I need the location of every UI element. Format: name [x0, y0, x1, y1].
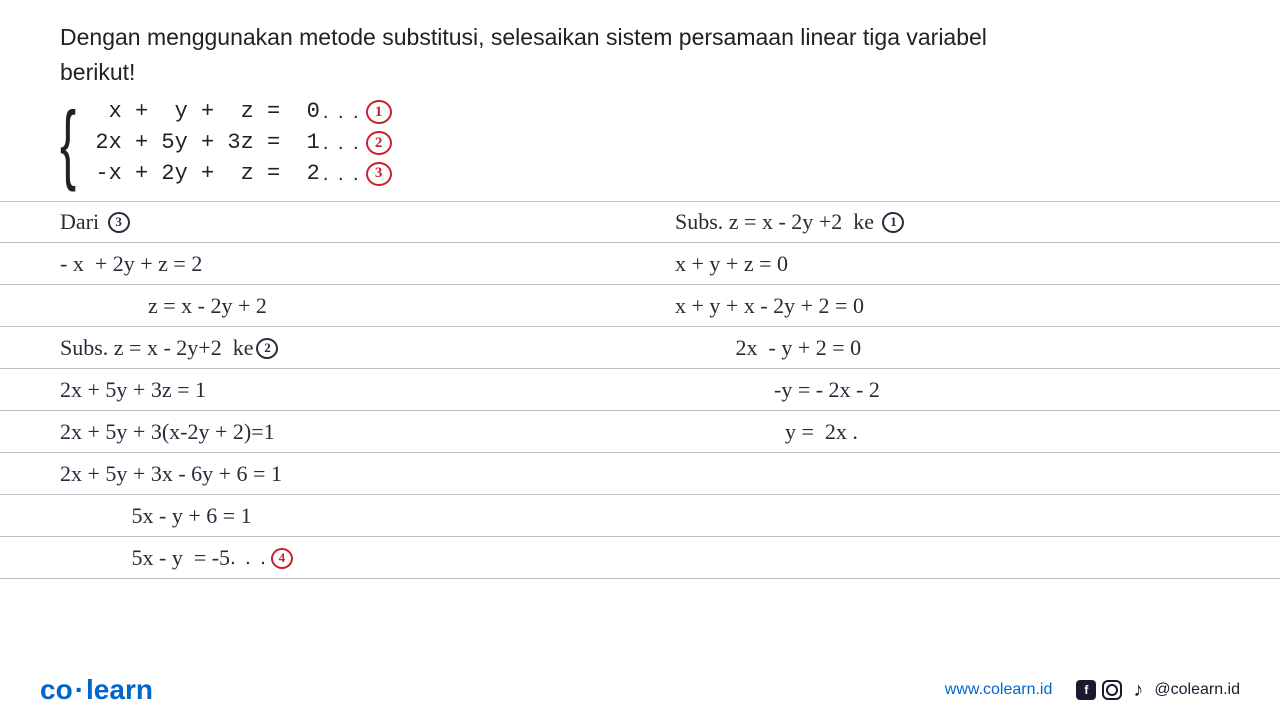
- work-line: 5x - y + 6 = 1: [60, 495, 625, 537]
- left-column: Dari 3 - x + 2y + z = 2 z = x - 2y + 2 S…: [60, 201, 625, 579]
- equation-list: x + y + z = 0 . . . 1 2x + 5y + 3z = 1 .…: [95, 97, 391, 189]
- brand-logo: co·learn: [40, 674, 153, 706]
- work-line: x + y + z = 0: [675, 243, 1240, 285]
- work-line: [675, 495, 1240, 537]
- work-line: [675, 453, 1240, 495]
- social-links: f ♪ @colearn.id: [1076, 680, 1240, 700]
- work-line: Subs. z = x - 2y+2 ke 2: [60, 327, 625, 369]
- ref-circle-1: 1: [882, 212, 904, 233]
- eq-number-2: 2: [366, 131, 392, 155]
- work-line: 2x + 5y + 3x - 6y + 6 = 1: [60, 453, 625, 495]
- problem-line2: berikut!: [60, 59, 135, 85]
- logo-part1: co: [40, 674, 73, 705]
- equation-row: 2x + 5y + 3z = 1 . . . 2: [95, 128, 391, 159]
- social-handle: @colearn.id: [1154, 681, 1240, 699]
- work-line: - x + 2y + z = 2: [60, 243, 625, 285]
- eq-number-1: 1: [366, 100, 392, 124]
- footer-right: www.colearn.id f ♪ @colearn.id: [945, 680, 1240, 700]
- work-line: -y = - 2x - 2: [675, 369, 1240, 411]
- work-line: 2x + 5y + 3z = 1: [60, 369, 625, 411]
- work-line: 2x + 5y + 3(x-2y + 2)=1: [60, 411, 625, 453]
- work-line: Subs. z = x - 2y +2 ke 1: [675, 201, 1240, 243]
- worked-solution: Dari 3 - x + 2y + z = 2 z = x - 2y + 2 S…: [60, 201, 1240, 579]
- dots: . . .: [323, 160, 361, 188]
- dots: . . .: [230, 547, 268, 570]
- work-line: 5x - y = -5 . . . 4: [60, 537, 625, 579]
- footer: co·learn www.colearn.id f ♪ @colearn.id: [0, 674, 1280, 706]
- work-line: 2x - y + 2 = 0: [675, 327, 1240, 369]
- work-line: y = 2x .: [675, 411, 1240, 453]
- dots: . . .: [323, 98, 361, 126]
- problem-statement: Dengan menggunakan metode substitusi, se…: [60, 20, 1240, 89]
- facebook-icon: f: [1076, 680, 1096, 700]
- right-column: Subs. z = x - 2y +2 ke 1 x + y + z = 0 x…: [675, 201, 1240, 579]
- page-content: Dengan menggunakan metode substitusi, se…: [0, 0, 1280, 589]
- ref-circle-4: 4: [271, 548, 293, 569]
- equation-text: 2x + 5y + 3z = 1: [95, 128, 319, 159]
- logo-dot: ·: [75, 674, 84, 705]
- work-line: Dari 3: [60, 201, 625, 243]
- work-line: x + y + x - 2y + 2 = 0: [675, 285, 1240, 327]
- ref-circle-2: 2: [256, 338, 278, 359]
- brace-icon: {: [60, 106, 76, 181]
- website-url: www.colearn.id: [945, 681, 1053, 699]
- equation-text: -x + 2y + z = 2: [95, 159, 319, 190]
- equation-row: -x + 2y + z = 2 . . . 3: [95, 159, 391, 190]
- tiktok-icon: ♪: [1128, 680, 1148, 700]
- work-line: z = x - 2y + 2: [60, 285, 625, 327]
- dots: . . .: [323, 129, 361, 157]
- instagram-icon: [1102, 680, 1122, 700]
- equation-row: x + y + z = 0 . . . 1: [95, 97, 391, 128]
- work-line: [675, 537, 1240, 579]
- equation-text: x + y + z = 0: [95, 97, 319, 128]
- problem-line1: Dengan menggunakan metode substitusi, se…: [60, 24, 987, 50]
- eq-number-3: 3: [366, 162, 392, 186]
- ref-circle-3: 3: [108, 212, 130, 233]
- logo-part2: learn: [86, 674, 153, 705]
- equation-system: { x + y + z = 0 . . . 1 2x + 5y + 3z = 1…: [60, 97, 1240, 189]
